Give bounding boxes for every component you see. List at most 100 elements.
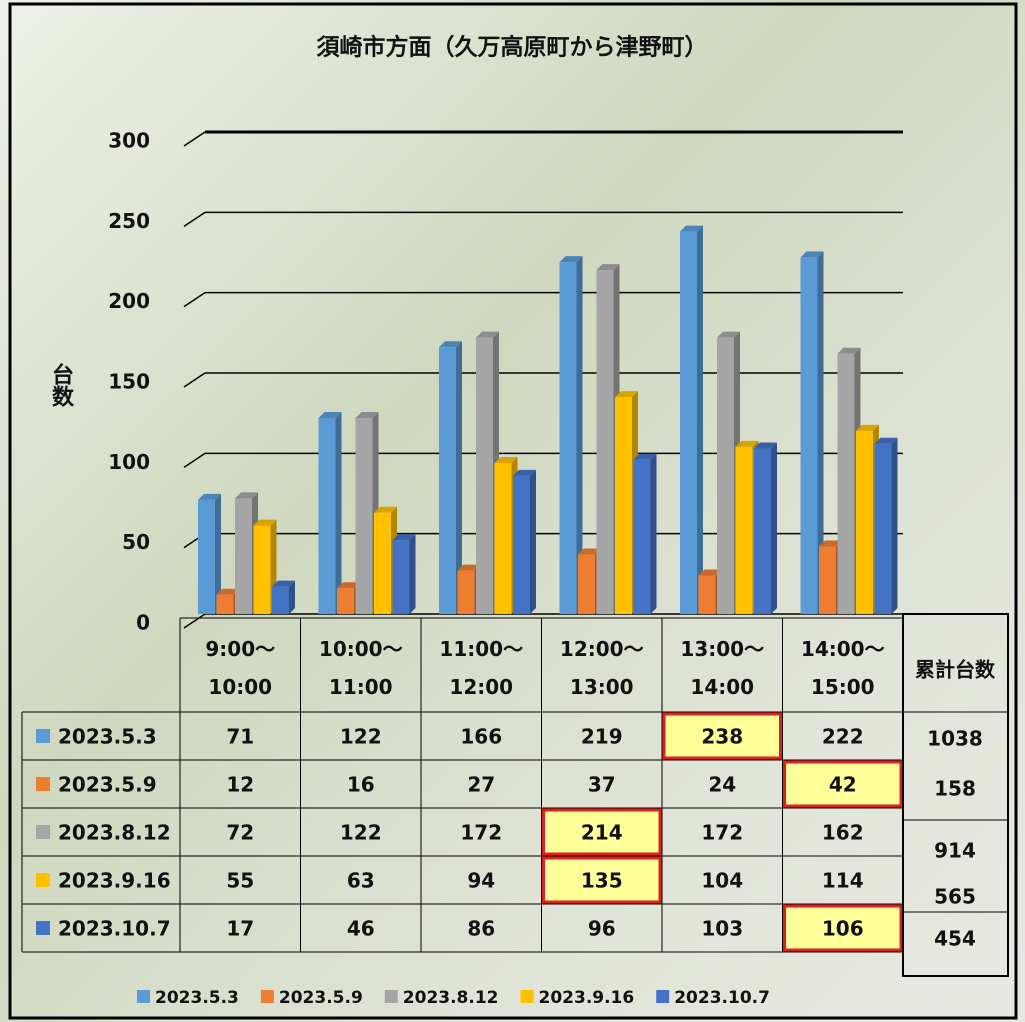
- legend-swatch: [384, 990, 398, 1003]
- table-value: 16: [347, 773, 375, 797]
- category-label: 14:00～ 15:00: [801, 637, 885, 699]
- legend-swatch: [260, 990, 274, 1003]
- highlight-cell: [783, 904, 903, 952]
- bar-top: [633, 453, 657, 460]
- bar: [633, 459, 651, 614]
- table-value: 122: [340, 821, 382, 845]
- y-tick-label: 250: [108, 209, 150, 233]
- bar: [476, 337, 493, 614]
- legend-swatch: [520, 990, 534, 1003]
- bar: [392, 540, 410, 614]
- grid-line-depth: [183, 613, 206, 629]
- table-value: 238: [701, 725, 743, 749]
- table-value: 55: [226, 869, 254, 893]
- series-label: 2023.8.12: [58, 821, 171, 845]
- bar: [457, 570, 475, 614]
- table-value: 86: [467, 917, 495, 941]
- legend-swatch: [36, 729, 50, 743]
- bar: [800, 257, 818, 614]
- legend-label: 2023.10.7: [674, 988, 770, 1008]
- highlight-cell: [542, 808, 662, 856]
- total-value: 158: [934, 777, 976, 801]
- totals-box: [902, 613, 1009, 977]
- grid-line-depth: [183, 292, 206, 308]
- bar-top: [253, 519, 277, 526]
- y-tick-label: 0: [136, 611, 150, 635]
- bar: [235, 498, 252, 614]
- bar: [374, 512, 391, 614]
- table-value: 104: [701, 869, 743, 893]
- bar-side: [697, 225, 703, 614]
- bar: [439, 347, 456, 614]
- legend-swatch: [36, 777, 50, 791]
- total-value: 565: [934, 885, 976, 909]
- bar-top: [318, 411, 342, 418]
- table-value: 135: [581, 869, 623, 893]
- legend-swatch: [36, 921, 50, 935]
- bar: [272, 586, 289, 614]
- bar-top: [698, 569, 722, 576]
- bar-top: [819, 540, 842, 547]
- bar-top: [578, 548, 601, 555]
- y-tick-label: 150: [108, 370, 150, 394]
- bar-top: [494, 456, 518, 463]
- bar-side: [650, 453, 657, 614]
- category-label: 10:00～ 11:00: [319, 637, 403, 699]
- bar-top: [513, 469, 536, 476]
- table-value: 162: [822, 821, 864, 845]
- bar-side: [289, 580, 295, 614]
- bar: [615, 397, 632, 614]
- bar: [318, 417, 336, 614]
- table-value: 96: [588, 917, 616, 941]
- bar: [513, 475, 530, 614]
- y-axis-label: 台数: [48, 362, 74, 408]
- bar-top: [680, 225, 703, 232]
- bar-side: [456, 341, 462, 614]
- y-tick-label: 300: [108, 129, 150, 153]
- legend-label: 2023.5.3: [155, 988, 239, 1008]
- bar: [559, 262, 577, 614]
- bar-top: [198, 493, 221, 500]
- bar-top: [476, 331, 499, 338]
- bar: [680, 231, 697, 614]
- legend-swatch: [137, 990, 150, 1003]
- totals-label: 累計台数: [915, 658, 996, 682]
- bar-top: [439, 341, 462, 348]
- table-value: 63: [347, 869, 375, 893]
- table-value: 214: [581, 821, 623, 845]
- table-value: 114: [822, 869, 864, 893]
- bar-top: [272, 580, 295, 587]
- legend-label: 2023.9.16: [539, 988, 635, 1008]
- frame: [8, 2, 1018, 1020]
- bar: [337, 588, 354, 614]
- bar-top: [337, 582, 360, 589]
- highlight-cell: [662, 712, 782, 760]
- bar-side: [409, 534, 416, 614]
- series-label: 2023.9.16: [58, 869, 171, 893]
- bar-top: [596, 264, 620, 271]
- category-label: 13:00～ 14:00: [680, 637, 764, 699]
- total-value: 454: [934, 927, 976, 951]
- series-label: 2023.5.3: [58, 725, 157, 749]
- bar-top: [800, 251, 824, 258]
- table-value: 46: [347, 917, 375, 941]
- table-value: 222: [822, 725, 864, 749]
- table-value: 166: [460, 725, 502, 749]
- grid-line-depth: [183, 452, 206, 468]
- category-label: 9:00～ 10:00: [205, 637, 275, 699]
- grid-line-depth: [183, 372, 206, 388]
- bar-top: [457, 564, 481, 571]
- bar-side: [891, 437, 898, 614]
- legend-label: 2023.8.12: [403, 988, 499, 1008]
- bar-top: [754, 442, 777, 449]
- grid-line-depth: [183, 211, 206, 227]
- bar-top: [856, 424, 879, 431]
- total-value: 914: [934, 839, 976, 863]
- table-value: 42: [829, 773, 857, 797]
- table-value: 172: [701, 821, 743, 845]
- bar: [494, 462, 512, 614]
- table-value: 106: [822, 917, 864, 941]
- table-value: 71: [226, 725, 254, 749]
